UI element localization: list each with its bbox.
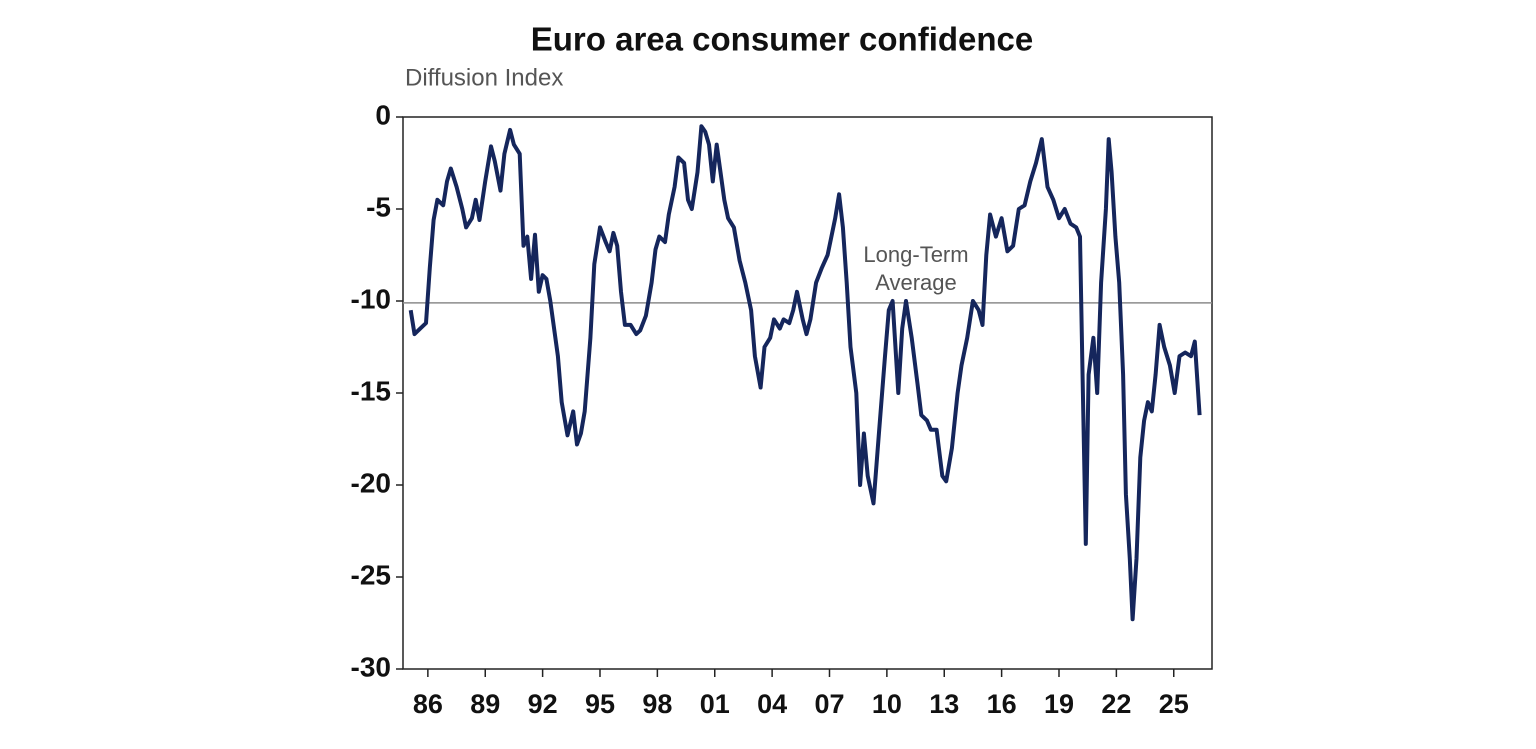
y-tick-label: 0 [375, 99, 391, 130]
annotation: Long-Term [863, 242, 968, 267]
y-tick-label: -30 [351, 651, 391, 682]
x-tick-label: 13 [929, 689, 959, 719]
annotation: Average [875, 270, 957, 295]
y-tick-label: -10 [351, 283, 391, 314]
x-tick-label: 92 [528, 689, 558, 719]
x-tick-label: 07 [814, 689, 844, 719]
x-tick-label: 86 [413, 689, 443, 719]
y-tick-label: -20 [351, 467, 391, 498]
x-tick-label: 98 [642, 689, 672, 719]
x-tick-label: 25 [1159, 689, 1189, 719]
y-axis-label: Diffusion Index [405, 64, 563, 91]
y-tick-label: -15 [351, 375, 391, 406]
x-tick-label: 10 [872, 689, 902, 719]
chart-title: Euro area consumer confidence [531, 21, 1034, 58]
y-tick-label: -5 [366, 191, 391, 222]
y-tick-label: -25 [351, 559, 391, 590]
x-tick-label: 16 [987, 689, 1017, 719]
plot-frame [402, 116, 1213, 670]
line [408, 124, 1202, 622]
x-tick-label: 04 [757, 689, 787, 719]
x-tick-label: 95 [585, 689, 615, 719]
x-tick-label: 22 [1101, 689, 1131, 719]
x-tick-label: 01 [700, 689, 730, 719]
x-tick-label: 89 [470, 689, 500, 719]
x-tick-label: 19 [1044, 689, 1074, 719]
